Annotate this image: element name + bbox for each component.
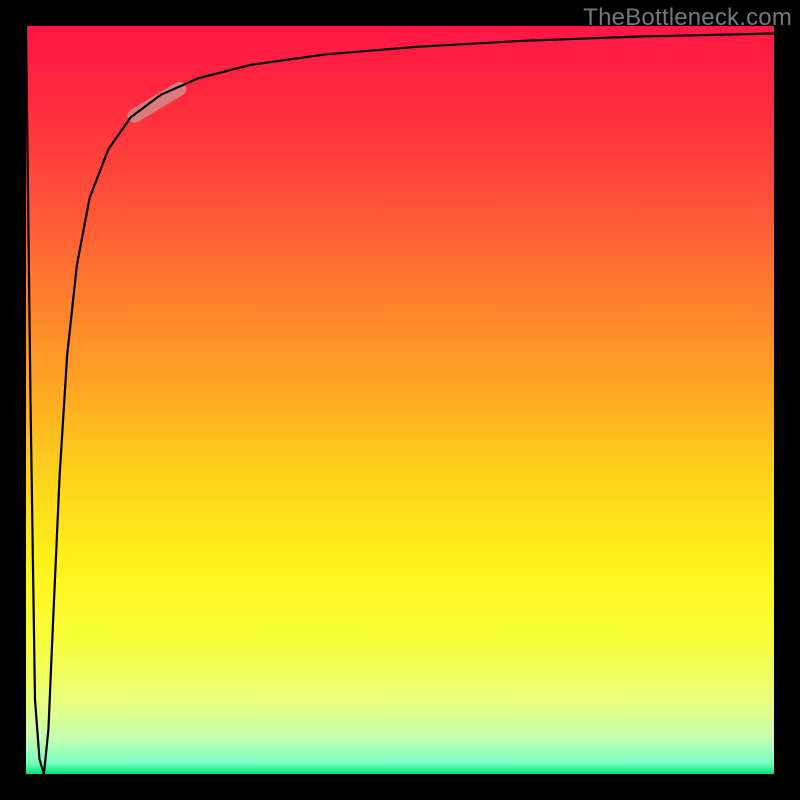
plot-area: [26, 26, 774, 774]
highlight-segment: [134, 89, 179, 116]
watermark-text: TheBottleneck.com: [583, 4, 792, 32]
bottleneck-curve: [26, 26, 774, 774]
chart-frame: TheBottleneck.com: [0, 0, 800, 800]
curve-layer: [26, 26, 774, 774]
